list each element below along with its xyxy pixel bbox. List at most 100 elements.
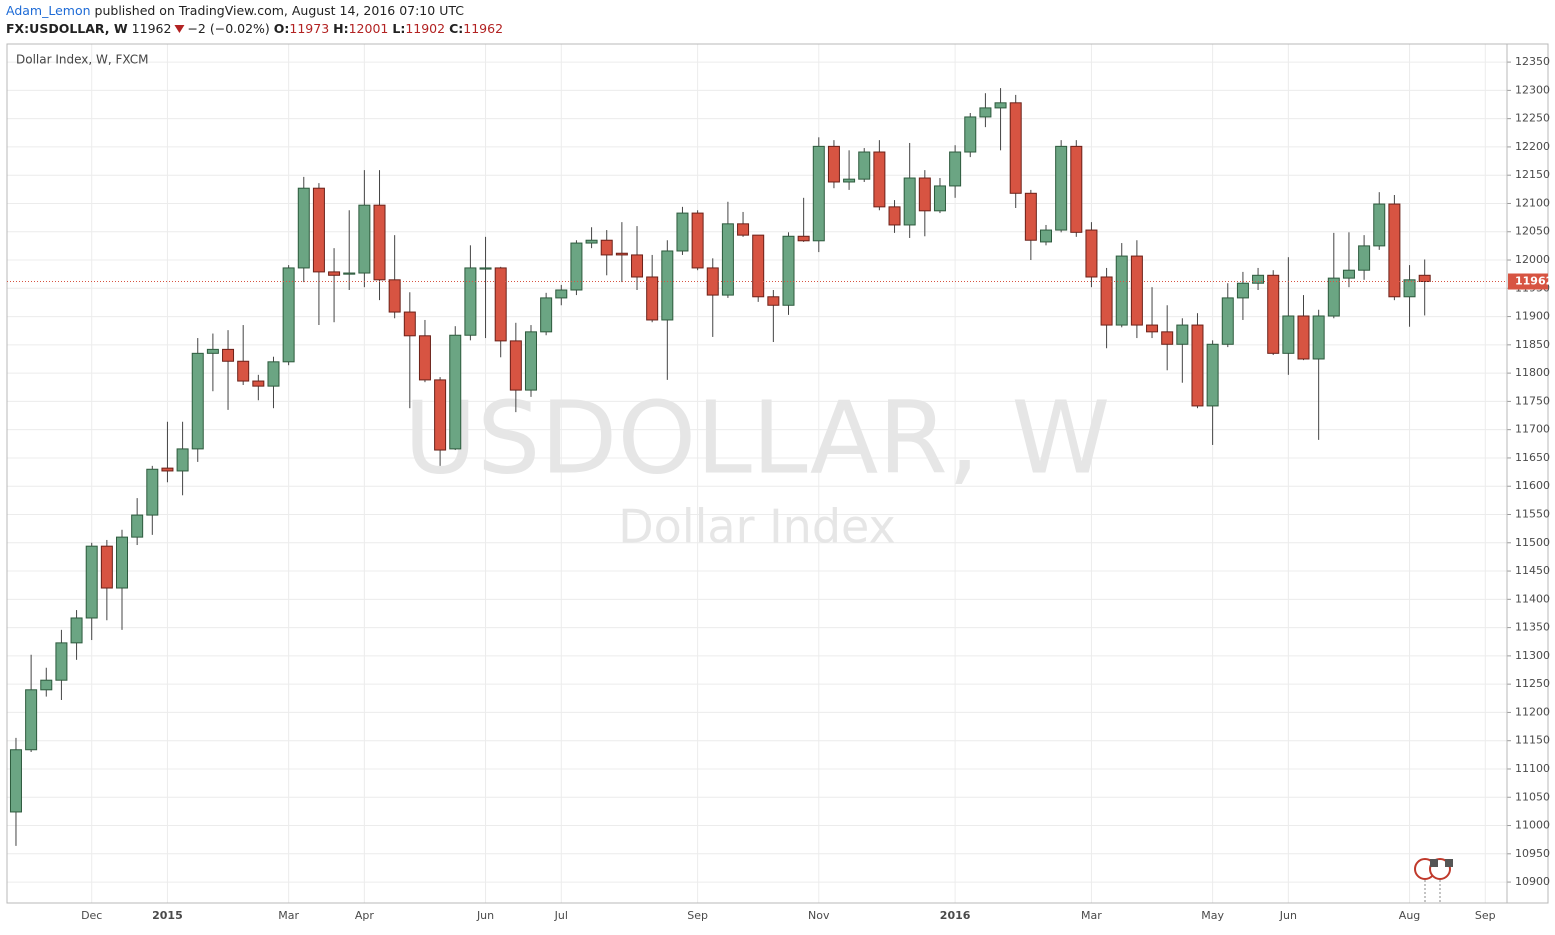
watermark-subtitle: Dollar Index (618, 500, 895, 554)
candle-body (479, 267, 492, 270)
candle-body (888, 206, 901, 226)
y-tick-label: 10900 (1515, 875, 1550, 888)
candle-body (1024, 192, 1037, 241)
candle-body (1282, 315, 1295, 354)
candle-body (812, 145, 825, 242)
candle-body (161, 467, 174, 472)
x-tick-label: 2015 (152, 909, 183, 922)
candle-body (600, 239, 613, 256)
candle-body (1161, 331, 1174, 345)
candle-body (615, 252, 628, 256)
candle-body (9, 749, 22, 813)
candle-body (797, 235, 810, 242)
candle-body (1130, 255, 1143, 326)
low-label: L: (392, 21, 405, 36)
y-tick-label: 11200 (1515, 705, 1550, 718)
y-tick-label: 11300 (1515, 649, 1550, 662)
candle-body (1206, 343, 1219, 407)
candle-body (1085, 229, 1098, 278)
y-tick-label: 11250 (1515, 677, 1550, 690)
y-tick-label: 11400 (1515, 592, 1550, 605)
candle-body (1040, 229, 1053, 243)
candle-body (1009, 102, 1022, 194)
candle-body (1252, 274, 1265, 284)
candle-body (191, 352, 204, 450)
candle-body (524, 331, 537, 391)
low-value: 11902 (405, 21, 445, 36)
candle-body (388, 279, 401, 313)
y-tick-label: 11600 (1515, 479, 1550, 492)
y-tick-label: 11050 (1515, 790, 1550, 803)
candle-body (100, 545, 113, 589)
event-badge (1445, 859, 1453, 867)
candle-body (343, 272, 356, 275)
x-tick-label: Apr (355, 909, 375, 922)
x-tick-label: Aug (1399, 909, 1420, 922)
candle-body (1418, 274, 1431, 283)
candle-body (449, 334, 462, 450)
symbol-line: FX:USDOLLAR, W 11962 −2 (−0.02%) O:11973 … (6, 21, 503, 36)
x-tick-label: May (1201, 909, 1224, 922)
candle-body (767, 296, 780, 306)
event-icons[interactable] (1414, 858, 1453, 903)
x-tick-label: Mar (278, 909, 299, 922)
candle-body (222, 348, 235, 362)
y-tick-label: 11450 (1515, 564, 1550, 577)
candle-body (267, 361, 280, 387)
candle-body (918, 177, 931, 212)
candle-body (1176, 324, 1189, 345)
last-price-tag (1508, 273, 1548, 290)
candle-body (858, 151, 871, 180)
candle-body (70, 617, 83, 644)
candle-body (176, 448, 189, 472)
high-label: H: (333, 21, 348, 36)
candle-body (555, 289, 568, 299)
close-label: C: (449, 21, 463, 36)
close-value: 11962 (463, 21, 503, 36)
open-value: 11973 (289, 21, 329, 36)
candle-body (85, 545, 98, 619)
x-tick-label: Dec (81, 909, 102, 922)
candle-body (1327, 277, 1340, 317)
candle-body (1358, 245, 1371, 271)
candle-body (252, 380, 265, 387)
y-tick-label: 11000 (1515, 819, 1550, 832)
candle-body (1221, 297, 1234, 345)
candle-body (1297, 315, 1310, 360)
candle-body (1312, 315, 1325, 360)
symbol: FX:USDOLLAR, W (6, 21, 128, 36)
candle-body (737, 223, 750, 236)
candle-body (312, 187, 325, 273)
price-axis-border (1506, 43, 1549, 904)
candle-body (949, 151, 962, 187)
y-tick-label: 11800 (1515, 366, 1550, 379)
x-tick-label: Sep (1475, 909, 1496, 922)
candle-body (585, 239, 598, 244)
y-tick-label: 10950 (1515, 847, 1550, 860)
author-link[interactable]: Adam_Lemon (6, 3, 91, 18)
candle-body (55, 642, 68, 681)
candle-body (434, 379, 447, 451)
candle-body (782, 235, 795, 306)
candle-body (282, 267, 295, 363)
down-arrow-icon (174, 25, 185, 33)
candle-body (646, 276, 659, 321)
candle-body (721, 223, 734, 296)
candle-body (1403, 279, 1416, 298)
candle-body (40, 679, 53, 691)
candle-body (964, 116, 977, 153)
candle-body (994, 102, 1007, 109)
candle-body (540, 297, 553, 333)
candle-body (509, 340, 522, 391)
candle-body (1267, 274, 1280, 354)
candle-body (25, 689, 38, 751)
y-tick-label: 12250 (1515, 112, 1550, 125)
header-line: Adam_Lemon published on TradingView.com,… (6, 3, 464, 18)
candle-body (752, 234, 765, 298)
y-tick-label: 12100 (1515, 196, 1550, 209)
candle-body (873, 151, 886, 208)
y-tick-label: 11900 (1515, 310, 1550, 323)
event-badge (1430, 859, 1438, 867)
